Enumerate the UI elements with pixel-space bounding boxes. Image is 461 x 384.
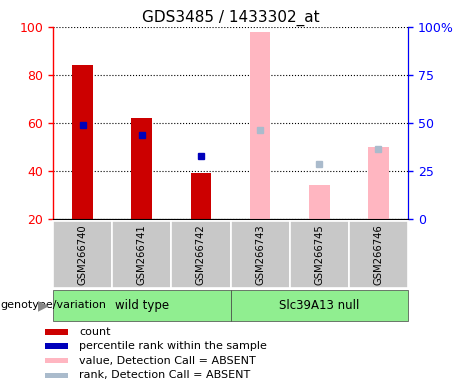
Bar	[45, 343, 68, 349]
Text: Slc39A13 null: Slc39A13 null	[279, 299, 360, 312]
Text: rank, Detection Call = ABSENT: rank, Detection Call = ABSENT	[79, 371, 250, 381]
Text: GSM266740: GSM266740	[77, 224, 88, 285]
Text: GSM266746: GSM266746	[373, 224, 384, 285]
Bar	[368, 147, 389, 219]
Bar	[45, 329, 68, 334]
Text: GSM266743: GSM266743	[255, 224, 265, 285]
Bar	[72, 65, 93, 219]
Bar	[45, 372, 68, 378]
Bar	[349, 221, 408, 288]
Text: GSM266745: GSM266745	[314, 224, 324, 285]
Bar	[290, 221, 349, 288]
Bar	[171, 221, 230, 288]
Bar	[230, 221, 290, 288]
Bar	[45, 358, 68, 363]
Bar	[250, 31, 271, 219]
Text: wild type: wild type	[115, 299, 169, 312]
Text: ▶: ▶	[38, 298, 48, 312]
Bar	[53, 221, 112, 288]
Text: GSM266741: GSM266741	[137, 224, 147, 285]
Text: GSM266742: GSM266742	[196, 224, 206, 285]
Title: GDS3485 / 1433302_at: GDS3485 / 1433302_at	[142, 9, 319, 25]
Bar	[53, 290, 230, 321]
Text: value, Detection Call = ABSENT: value, Detection Call = ABSENT	[79, 356, 256, 366]
Bar	[131, 118, 152, 219]
Bar	[112, 221, 171, 288]
Text: percentile rank within the sample: percentile rank within the sample	[79, 341, 267, 351]
Bar	[309, 185, 330, 219]
Bar	[230, 290, 408, 321]
Text: genotype/variation: genotype/variation	[0, 300, 106, 310]
Text: count: count	[79, 327, 111, 337]
Bar	[190, 173, 211, 219]
